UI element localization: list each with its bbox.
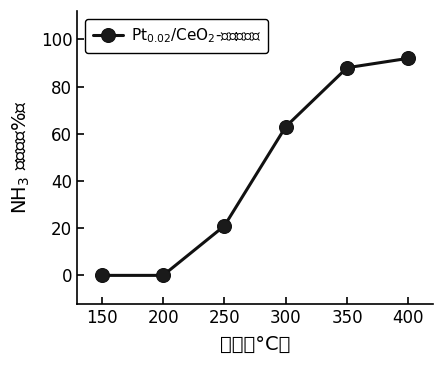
Pt$_{0.02}$/CeO$_2$-沉积沉淀法	[160, 273, 166, 277]
Pt$_{0.02}$/CeO$_2$-沉积沉淀法	[99, 273, 104, 277]
Pt$_{0.02}$/CeO$_2$-沉积沉淀法	[283, 124, 289, 129]
Legend: Pt$_{0.02}$/CeO$_2$-沉积沉淀法: Pt$_{0.02}$/CeO$_2$-沉积沉淀法	[85, 19, 268, 53]
Pt$_{0.02}$/CeO$_2$-沉积沉淀法	[406, 56, 411, 61]
Line: Pt$_{0.02}$/CeO$_2$-沉积沉淀法: Pt$_{0.02}$/CeO$_2$-沉积沉淀法	[95, 51, 415, 282]
Pt$_{0.02}$/CeO$_2$-沉积沉淀法	[345, 66, 350, 70]
X-axis label: 温度（°C）: 温度（°C）	[220, 335, 290, 354]
Y-axis label: NH$_3$ 转化率（%）: NH$_3$ 转化率（%）	[11, 100, 32, 214]
Pt$_{0.02}$/CeO$_2$-沉积沉淀法	[222, 224, 227, 228]
